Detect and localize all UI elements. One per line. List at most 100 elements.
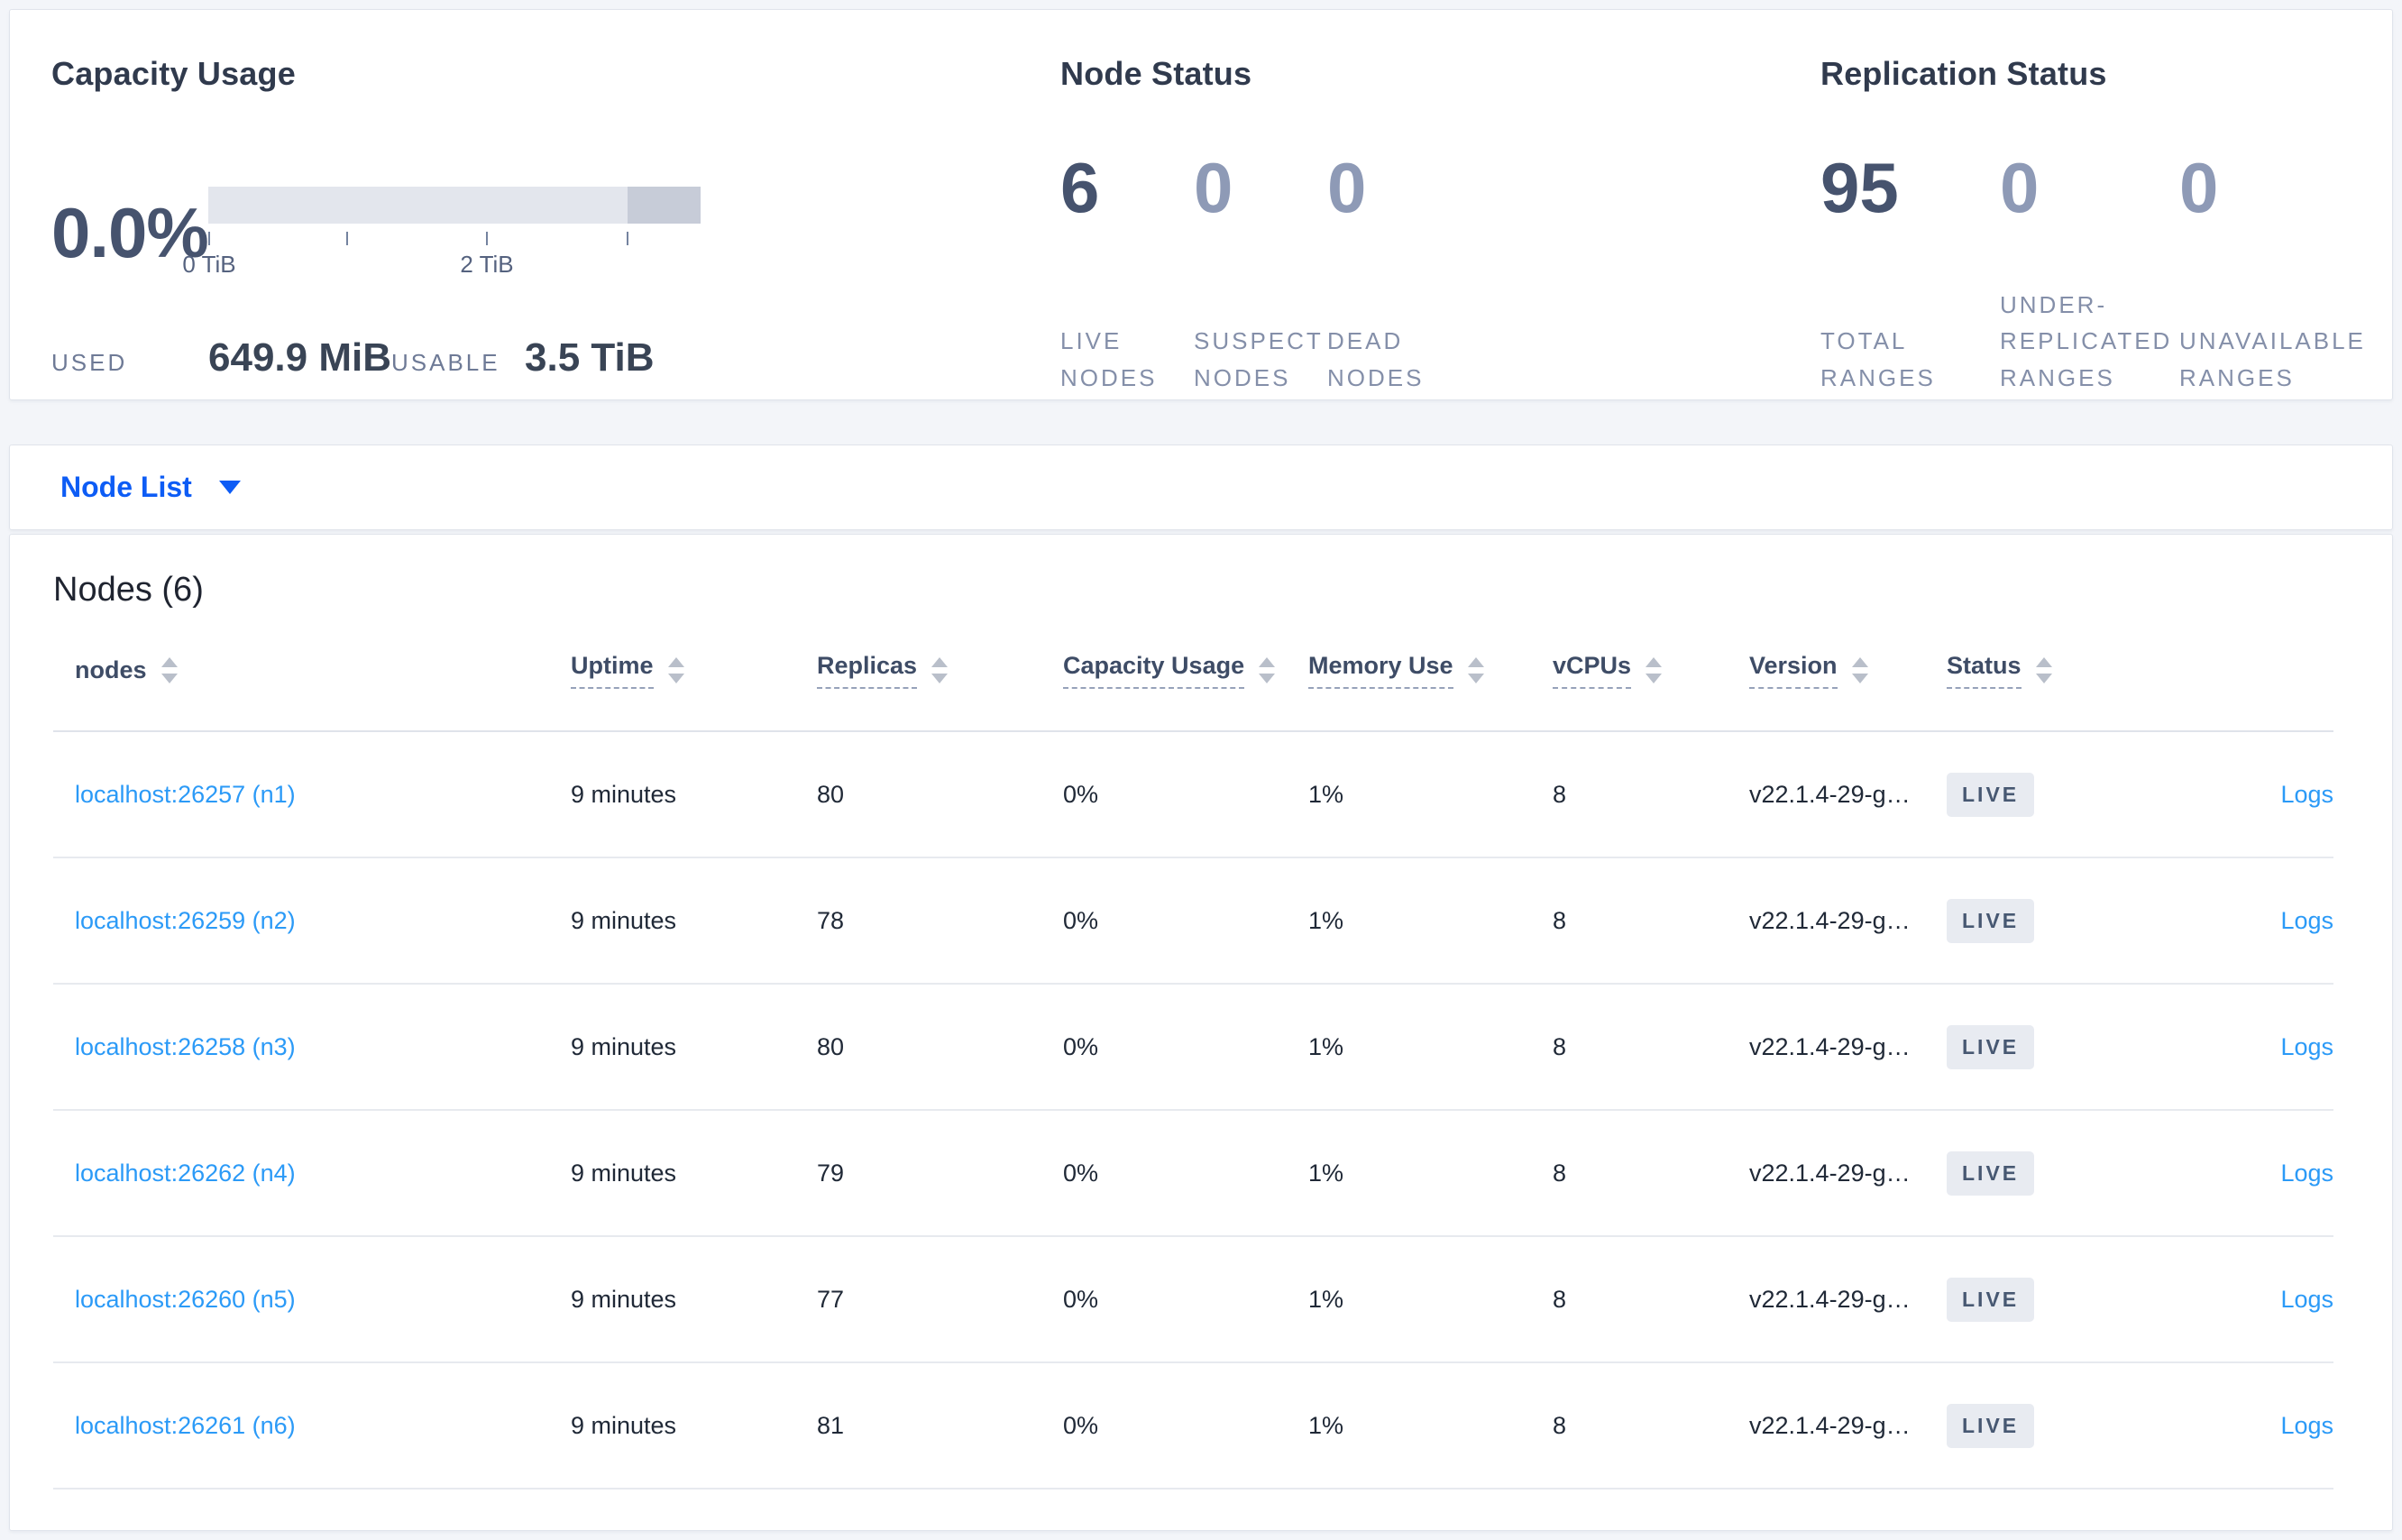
- version-cell: v22.1.4-29-g…: [1749, 1285, 1911, 1313]
- node-list-dropdown[interactable]: Node List: [60, 471, 241, 504]
- column-header-version[interactable]: Version: [1749, 652, 1838, 689]
- status-badge: LIVE: [1947, 1277, 2035, 1322]
- capacity-bar-chart: 0 TiB 2 TiB: [182, 187, 701, 278]
- status-badge: LIVE: [1947, 898, 2035, 943]
- table-row: localhost:26260 (n5) 9 minutes 77 0% 1% …: [53, 1237, 2333, 1363]
- status-badge: LIVE: [1947, 1024, 2035, 1069]
- memory-cell: 1%: [1308, 906, 1344, 934]
- memory-cell: 1%: [1308, 1159, 1344, 1187]
- sort-icon[interactable]: [667, 656, 684, 683]
- capacity-cell: 0%: [1063, 906, 1099, 934]
- axis-tick-3: [627, 232, 628, 245]
- column-header-vcpus[interactable]: vCPUs: [1553, 652, 1632, 689]
- replication-status-section: Replication Status 95 TOTAL RANGES 0 UND…: [1820, 55, 2366, 396]
- memory-cell: 1%: [1308, 1411, 1344, 1439]
- usable-value: 3.5 TiB: [525, 335, 655, 380]
- nodes-table-panel: Nodes (6) nodes Uptime Replicas Capacity…: [9, 534, 2393, 1531]
- uptime-cell: 9 minutes: [571, 1032, 677, 1060]
- version-cell: v22.1.4-29-g…: [1749, 1032, 1911, 1060]
- suspect-nodes-label: SUSPECT NODES: [1194, 327, 1324, 391]
- dead-nodes-stat: 0 DEAD NODES: [1327, 152, 1461, 396]
- replicas-cell: 81: [817, 1411, 845, 1439]
- node-link[interactable]: localhost:26257 (n1): [75, 780, 296, 808]
- logs-link[interactable]: Logs: [2280, 1285, 2333, 1313]
- used-value: 649.9 MiB: [208, 335, 391, 380]
- capacity-usage-section: Capacity Usage 0.0% 0 TiB 2 TiB USED 649…: [51, 55, 701, 380]
- node-list-dropdown-label: Node List: [60, 471, 192, 503]
- live-nodes-stat: 6 LIVE NODES: [1060, 152, 1194, 396]
- version-cell: v22.1.4-29-g…: [1749, 780, 1911, 808]
- capacity-usage-title: Capacity Usage: [51, 55, 296, 92]
- table-header-row: nodes Uptime Replicas Capacity Usage Mem…: [53, 610, 2333, 732]
- status-badge: LIVE: [1947, 1150, 2035, 1196]
- memory-cell: 1%: [1308, 1285, 1344, 1313]
- memory-cell: 1%: [1308, 1032, 1344, 1060]
- unavailable-ranges-label: UNAVAILABLE RANGES: [2179, 327, 2366, 391]
- table-row: localhost:26261 (n6) 9 minutes 81 0% 1% …: [53, 1363, 2333, 1490]
- node-link[interactable]: localhost:26259 (n2): [75, 906, 296, 934]
- replication-status-title: Replication Status: [1820, 55, 2107, 92]
- sort-icon[interactable]: [931, 656, 949, 683]
- axis-label-2tib: 2 TiB: [460, 251, 514, 278]
- column-header-uptime[interactable]: Uptime: [571, 652, 654, 689]
- chevron-down-icon: [218, 481, 241, 494]
- total-ranges-label: TOTAL RANGES: [1820, 327, 1936, 391]
- capacity-percent-value: 0.0%: [51, 193, 209, 272]
- table-row: localhost:26258 (n3) 9 minutes 80 0% 1% …: [53, 985, 2333, 1111]
- logs-link[interactable]: Logs: [2280, 1032, 2333, 1060]
- sort-icon[interactable]: [2035, 656, 2052, 683]
- under-replicated-ranges-stat: 0 UNDER- REPLICATED RANGES: [2000, 152, 2179, 396]
- node-link[interactable]: localhost:26261 (n6): [75, 1411, 296, 1439]
- capacity-cell: 0%: [1063, 1159, 1099, 1187]
- node-status-section: Node Status 6 LIVE NODES 0 SUSPECT NODES…: [1060, 55, 1461, 396]
- dead-nodes-value: 0: [1327, 148, 1367, 227]
- cluster-summary-panel: Capacity Usage 0.0% 0 TiB 2 TiB USED 649…: [9, 9, 2393, 400]
- sort-icon[interactable]: [1259, 656, 1276, 683]
- under-replicated-ranges-label: UNDER- REPLICATED RANGES: [2000, 291, 2173, 391]
- replicas-cell: 80: [817, 1032, 845, 1060]
- column-header-nodes[interactable]: nodes: [75, 655, 147, 683]
- unavailable-ranges-value: 0: [2179, 148, 2219, 227]
- total-ranges-value: 95: [1820, 148, 1899, 227]
- replicas-cell: 77: [817, 1285, 845, 1313]
- table-row: localhost:26257 (n1) 9 minutes 80 0% 1% …: [53, 732, 2333, 858]
- uptime-cell: 9 minutes: [571, 1411, 677, 1439]
- vcpus-cell: 8: [1553, 906, 1567, 934]
- memory-cell: 1%: [1308, 780, 1344, 808]
- sort-icon[interactable]: [1646, 656, 1663, 683]
- column-header-status[interactable]: Status: [1947, 652, 2022, 689]
- node-link[interactable]: localhost:26258 (n3): [75, 1032, 296, 1060]
- logs-link[interactable]: Logs: [2280, 1159, 2333, 1187]
- under-replicated-ranges-value: 0: [2000, 148, 2040, 227]
- version-cell: v22.1.4-29-g…: [1749, 906, 1911, 934]
- version-cell: v22.1.4-29-g…: [1749, 1411, 1911, 1439]
- logs-link[interactable]: Logs: [2280, 780, 2333, 808]
- column-header-replicas[interactable]: Replicas: [817, 652, 918, 689]
- column-header-capacity-usage[interactable]: Capacity Usage: [1063, 652, 1245, 689]
- suspect-nodes-stat: 0 SUSPECT NODES: [1194, 152, 1327, 396]
- replicas-cell: 80: [817, 780, 845, 808]
- replicas-cell: 78: [817, 906, 845, 934]
- capacity-bar: [208, 187, 701, 224]
- replicas-cell: 79: [817, 1159, 845, 1187]
- dead-nodes-label: DEAD NODES: [1327, 327, 1425, 391]
- logs-link[interactable]: Logs: [2280, 906, 2333, 934]
- view-selector-bar: Node List: [9, 445, 2393, 530]
- node-link[interactable]: localhost:26260 (n5): [75, 1285, 296, 1313]
- capacity-cell: 0%: [1063, 1285, 1099, 1313]
- column-header-memory-use[interactable]: Memory Use: [1308, 652, 1453, 689]
- node-link[interactable]: localhost:26262 (n4): [75, 1159, 296, 1187]
- sort-icon[interactable]: [1467, 656, 1484, 683]
- vcpus-cell: 8: [1553, 1285, 1567, 1313]
- nodes-table-title: Nodes (6): [53, 571, 204, 609]
- uptime-cell: 9 minutes: [571, 1285, 677, 1313]
- logs-link[interactable]: Logs: [2280, 1411, 2333, 1439]
- sort-icon[interactable]: [160, 656, 178, 683]
- total-ranges-stat: 95 TOTAL RANGES: [1820, 152, 2000, 396]
- uptime-cell: 9 minutes: [571, 780, 677, 808]
- vcpus-cell: 8: [1553, 1032, 1567, 1060]
- sort-icon[interactable]: [1851, 656, 1868, 683]
- live-nodes-value: 6: [1060, 148, 1100, 227]
- uptime-cell: 9 minutes: [571, 1159, 677, 1187]
- uptime-cell: 9 minutes: [571, 906, 677, 934]
